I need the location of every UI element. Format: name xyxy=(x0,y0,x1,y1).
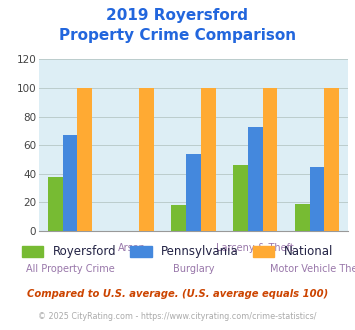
Text: 2019 Royersford: 2019 Royersford xyxy=(106,8,248,23)
Text: Arson: Arson xyxy=(118,243,146,253)
Bar xyxy=(186,154,201,231)
Bar xyxy=(201,88,216,231)
Bar xyxy=(62,135,77,231)
Text: Larceny & Theft: Larceny & Theft xyxy=(216,243,294,253)
Bar xyxy=(263,88,278,231)
Bar xyxy=(295,204,310,231)
Text: Compared to U.S. average. (U.S. average equals 100): Compared to U.S. average. (U.S. average … xyxy=(27,289,328,299)
Bar xyxy=(248,127,263,231)
Bar xyxy=(139,88,154,231)
Text: Burglary: Burglary xyxy=(173,264,214,274)
Text: Motor Vehicle Theft: Motor Vehicle Theft xyxy=(270,264,355,274)
Bar xyxy=(77,88,92,231)
Text: All Property Crime: All Property Crime xyxy=(26,264,114,274)
Bar xyxy=(310,167,324,231)
Bar xyxy=(324,88,339,231)
Bar xyxy=(233,165,248,231)
Bar xyxy=(48,177,62,231)
Legend: Royersford, Pennsylvania, National: Royersford, Pennsylvania, National xyxy=(17,241,338,263)
Bar xyxy=(171,205,186,231)
Text: © 2025 CityRating.com - https://www.cityrating.com/crime-statistics/: © 2025 CityRating.com - https://www.city… xyxy=(38,312,317,321)
Text: Property Crime Comparison: Property Crime Comparison xyxy=(59,28,296,43)
